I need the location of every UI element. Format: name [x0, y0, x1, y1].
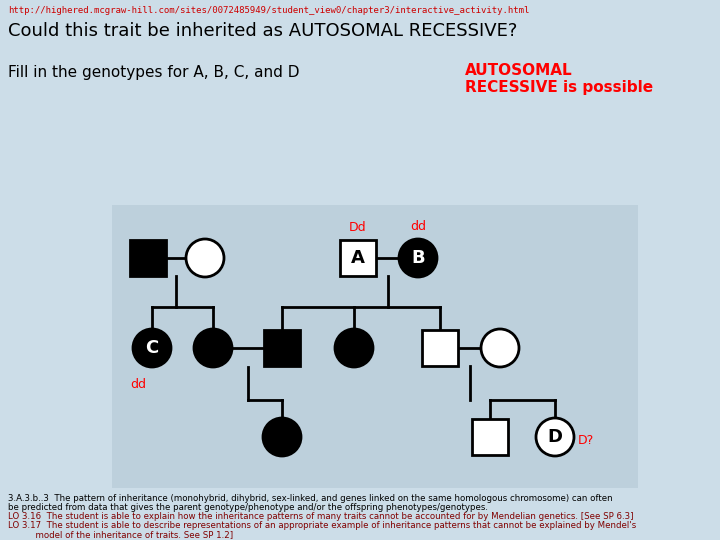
Circle shape: [194, 329, 232, 367]
Text: Could this trait be inherited as AUTOSOMAL RECESSIVE?: Could this trait be inherited as AUTOSOM…: [8, 22, 518, 40]
Circle shape: [186, 239, 224, 277]
Text: model of the inheritance of traits. See SP 1.2]: model of the inheritance of traits. See …: [8, 530, 233, 539]
Text: dd: dd: [410, 220, 426, 233]
Bar: [340, 240, 376, 276]
Text: A: A: [351, 249, 365, 267]
Circle shape: [536, 418, 574, 456]
Text: http://highered.mcgraw-hill.com/sites/0072485949/student_view0/chapter3/interact: http://highered.mcgraw-hill.com/sites/00…: [8, 6, 529, 15]
Bar: [112, 205, 638, 488]
Circle shape: [263, 418, 301, 456]
Text: Fill in the genotypes for A, B, C, and D: Fill in the genotypes for A, B, C, and D: [8, 65, 300, 80]
Text: AUTOSOMAL: AUTOSOMAL: [465, 63, 572, 78]
Bar: [130, 240, 166, 276]
Text: D?: D?: [578, 435, 594, 448]
Text: 3.A.3.b..3  The pattern of inheritance (monohybrid, dihybrid, sex-linked, and ge: 3.A.3.b..3 The pattern of inheritance (m…: [8, 494, 613, 503]
Circle shape: [335, 329, 373, 367]
Text: be predicted from data that gives the parent genotype/phenotype and/or the offsp: be predicted from data that gives the pa…: [8, 503, 488, 512]
Text: RECESSIVE is possible: RECESSIVE is possible: [465, 80, 653, 95]
Circle shape: [399, 239, 437, 277]
Circle shape: [133, 329, 171, 367]
Text: B: B: [411, 249, 425, 267]
Bar: [472, 419, 508, 455]
Bar: [422, 330, 458, 366]
Text: Dd: Dd: [349, 221, 366, 234]
Bar: [264, 330, 300, 366]
Text: D: D: [547, 428, 562, 446]
Text: LO 3.16  The student is able to explain how the inheritance patterns of many tra: LO 3.16 The student is able to explain h…: [8, 512, 634, 521]
Circle shape: [481, 329, 519, 367]
Text: dd: dd: [130, 378, 146, 391]
Text: C: C: [145, 339, 158, 357]
Text: LO 3.17  The student is able to describe representations of an appropriate examp: LO 3.17 The student is able to describe …: [8, 521, 636, 530]
